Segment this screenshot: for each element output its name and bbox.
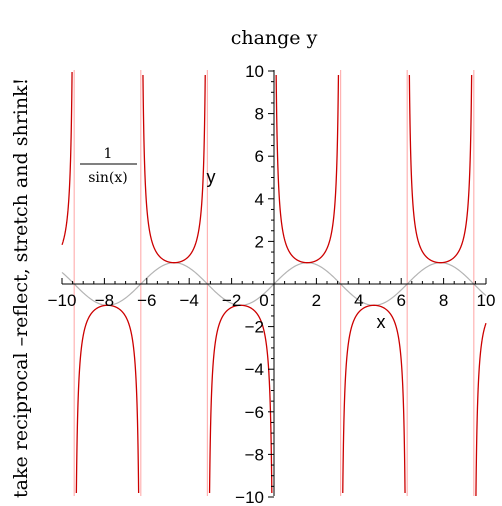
fraction-denominator: sin(x) [88,170,128,186]
side-caption: take reciprocal –reflect, stretch and sh… [10,78,32,498]
x-tick-label: 8 [439,291,448,310]
x-tick-label: 10 [477,291,496,310]
y-tick-label: −10 [235,488,264,506]
x-tick-label: 6 [396,291,405,310]
y-tick-label: 6 [255,147,264,166]
reciprocal-branch [142,75,206,264]
y-tick-label: −8 [245,445,264,464]
tick-labels: −10 −8 −6 −4 −2 0 2 4 6 8 10 −10 −8 −6 −4 −2 2 4 6 8 10 [48,62,496,506]
x-tick-label: −6 [137,291,156,310]
chart-title: change y [231,27,318,49]
x-tick-label: 0 [259,291,268,310]
y-tick-label: −4 [245,360,264,379]
reciprocal-branch [342,304,406,493]
reciprocal-branch [208,304,273,493]
reciprocal-branch [61,72,73,246]
y-tick-label: 8 [255,105,264,124]
series-reciprocal-sin [61,72,487,496]
fraction-numerator: 1 [104,146,113,162]
x-tick-label: 4 [354,291,363,310]
y-tick-label: −6 [245,403,264,422]
reciprocal-branch [75,304,140,493]
reciprocal-branch [275,75,340,264]
x-tick-label: −10 [48,291,77,310]
y-tick-label: 4 [255,190,264,209]
x-tick-label: −2 [222,291,241,310]
y-tick-label: 10 [245,62,264,81]
y-axis-label: y [207,167,216,187]
reciprocal-branch [408,75,473,264]
x-tick-label: −8 [95,291,114,310]
axis-ticks [61,70,487,498]
y-tick-label: 2 [255,232,264,251]
reciprocal-branch [475,322,487,496]
fraction-annotation: 1 sin(x) [80,146,137,186]
x-axis-label: x [377,312,386,332]
y-tick-label: −2 [245,318,264,337]
x-tick-label: −4 [180,291,199,310]
asymptote-lines [73,70,475,496]
x-tick-label: 2 [312,291,321,310]
